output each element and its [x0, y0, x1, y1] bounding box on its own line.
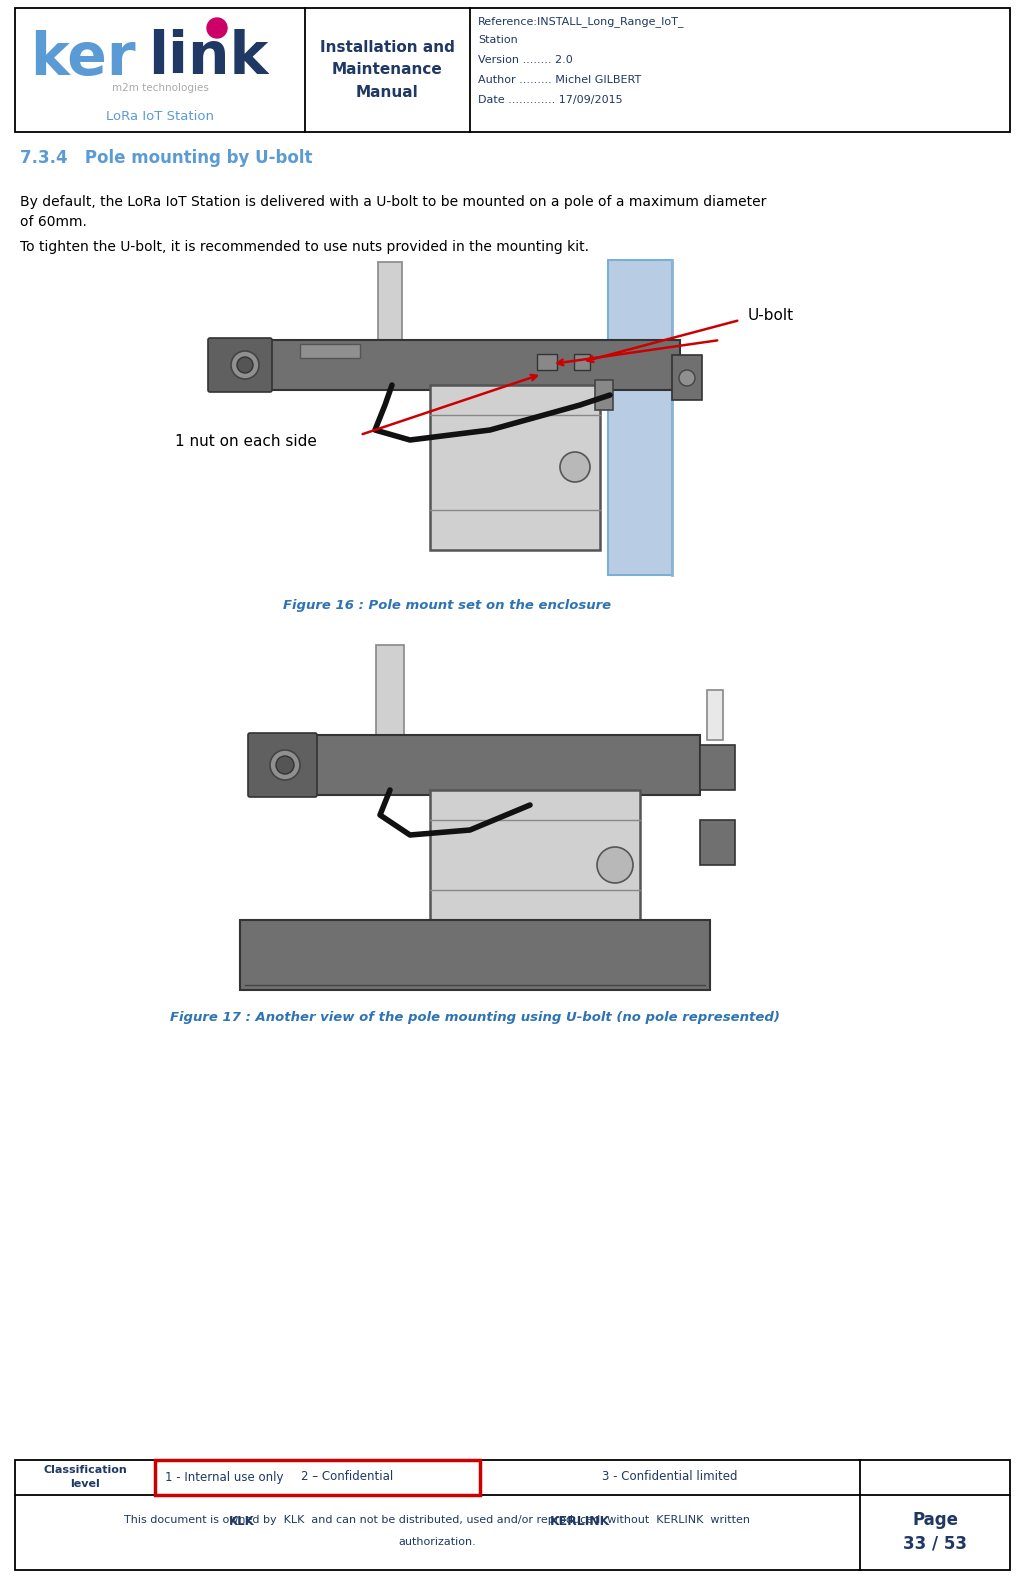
- Circle shape: [560, 453, 590, 483]
- Circle shape: [237, 356, 253, 374]
- Bar: [240, 919, 710, 990]
- Bar: [175, 260, 720, 576]
- Bar: [210, 341, 680, 390]
- Text: Author ......... Michel GILBERT: Author ......... Michel GILBERT: [478, 76, 641, 85]
- Bar: [200, 640, 750, 990]
- Text: Installation and
Maintenance
Manual: Installation and Maintenance Manual: [319, 41, 455, 99]
- Bar: [376, 645, 404, 740]
- Text: U-bolt: U-bolt: [748, 308, 794, 323]
- Text: Date ............. 17/09/2015: Date ............. 17/09/2015: [478, 95, 623, 106]
- Bar: [700, 744, 735, 790]
- Text: Version ........ 2.0: Version ........ 2.0: [478, 55, 573, 65]
- Bar: [574, 353, 590, 371]
- Bar: [250, 735, 700, 795]
- Bar: [595, 380, 613, 410]
- Text: KLK: KLK: [229, 1515, 254, 1528]
- FancyBboxPatch shape: [248, 733, 317, 796]
- Text: 3 - Confidential limited: 3 - Confidential limited: [602, 1470, 738, 1484]
- Bar: [378, 262, 402, 345]
- Bar: [155, 1460, 480, 1495]
- Text: link: link: [148, 30, 269, 87]
- Text: Page
33 / 53: Page 33 / 53: [903, 1511, 966, 1553]
- Text: 2 – Confidential: 2 – Confidential: [301, 1470, 393, 1484]
- Bar: [707, 691, 723, 740]
- FancyBboxPatch shape: [208, 337, 272, 393]
- Text: Figure 16 : Pole mount set on the enclosure: Figure 16 : Pole mount set on the enclos…: [283, 599, 611, 612]
- Circle shape: [231, 352, 259, 378]
- Text: 1 - Internal use only: 1 - Internal use only: [165, 1470, 283, 1484]
- Text: To tighten the U-bolt, it is recommended to use nuts provided in the mounting ki: To tighten the U-bolt, it is recommended…: [19, 240, 589, 254]
- Text: By default, the LoRa IoT Station is delivered with a U-bolt to be mounted on a p: By default, the LoRa IoT Station is deli…: [19, 196, 766, 229]
- Text: 1 nut on each side: 1 nut on each side: [175, 435, 317, 449]
- Bar: [537, 353, 557, 371]
- Text: This document is owned by  KLK  and can not be distributed, used and/or reproduc: This document is owned by KLK and can no…: [124, 1515, 750, 1525]
- Text: ker: ker: [30, 30, 135, 87]
- Text: Reference:INSTALL_Long_Range_IoT_: Reference:INSTALL_Long_Range_IoT_: [478, 16, 684, 27]
- Bar: [430, 385, 600, 550]
- Bar: [430, 790, 640, 940]
- Text: LoRa IoT Station: LoRa IoT Station: [106, 109, 214, 123]
- Bar: [672, 355, 702, 401]
- Text: authorization.: authorization.: [398, 1538, 476, 1547]
- Text: m2m technologies: m2m technologies: [112, 84, 208, 93]
- Bar: [15, 1460, 1010, 1571]
- Text: Station: Station: [478, 35, 518, 46]
- Bar: [700, 820, 735, 866]
- Bar: [608, 260, 672, 576]
- Text: 7.3.4   Pole mounting by U-bolt: 7.3.4 Pole mounting by U-bolt: [19, 148, 313, 167]
- Circle shape: [276, 755, 294, 774]
- Circle shape: [679, 371, 695, 386]
- Bar: [15, 8, 1010, 132]
- Text: Classification
level: Classification level: [43, 1465, 127, 1489]
- Bar: [300, 344, 360, 358]
- Text: Figure 17 : Another view of the pole mounting using U-bolt (no pole represented): Figure 17 : Another view of the pole mou…: [170, 1011, 780, 1025]
- Circle shape: [207, 17, 227, 38]
- Circle shape: [597, 847, 633, 883]
- Text: KERLINK: KERLINK: [550, 1515, 610, 1528]
- Circle shape: [270, 751, 300, 781]
